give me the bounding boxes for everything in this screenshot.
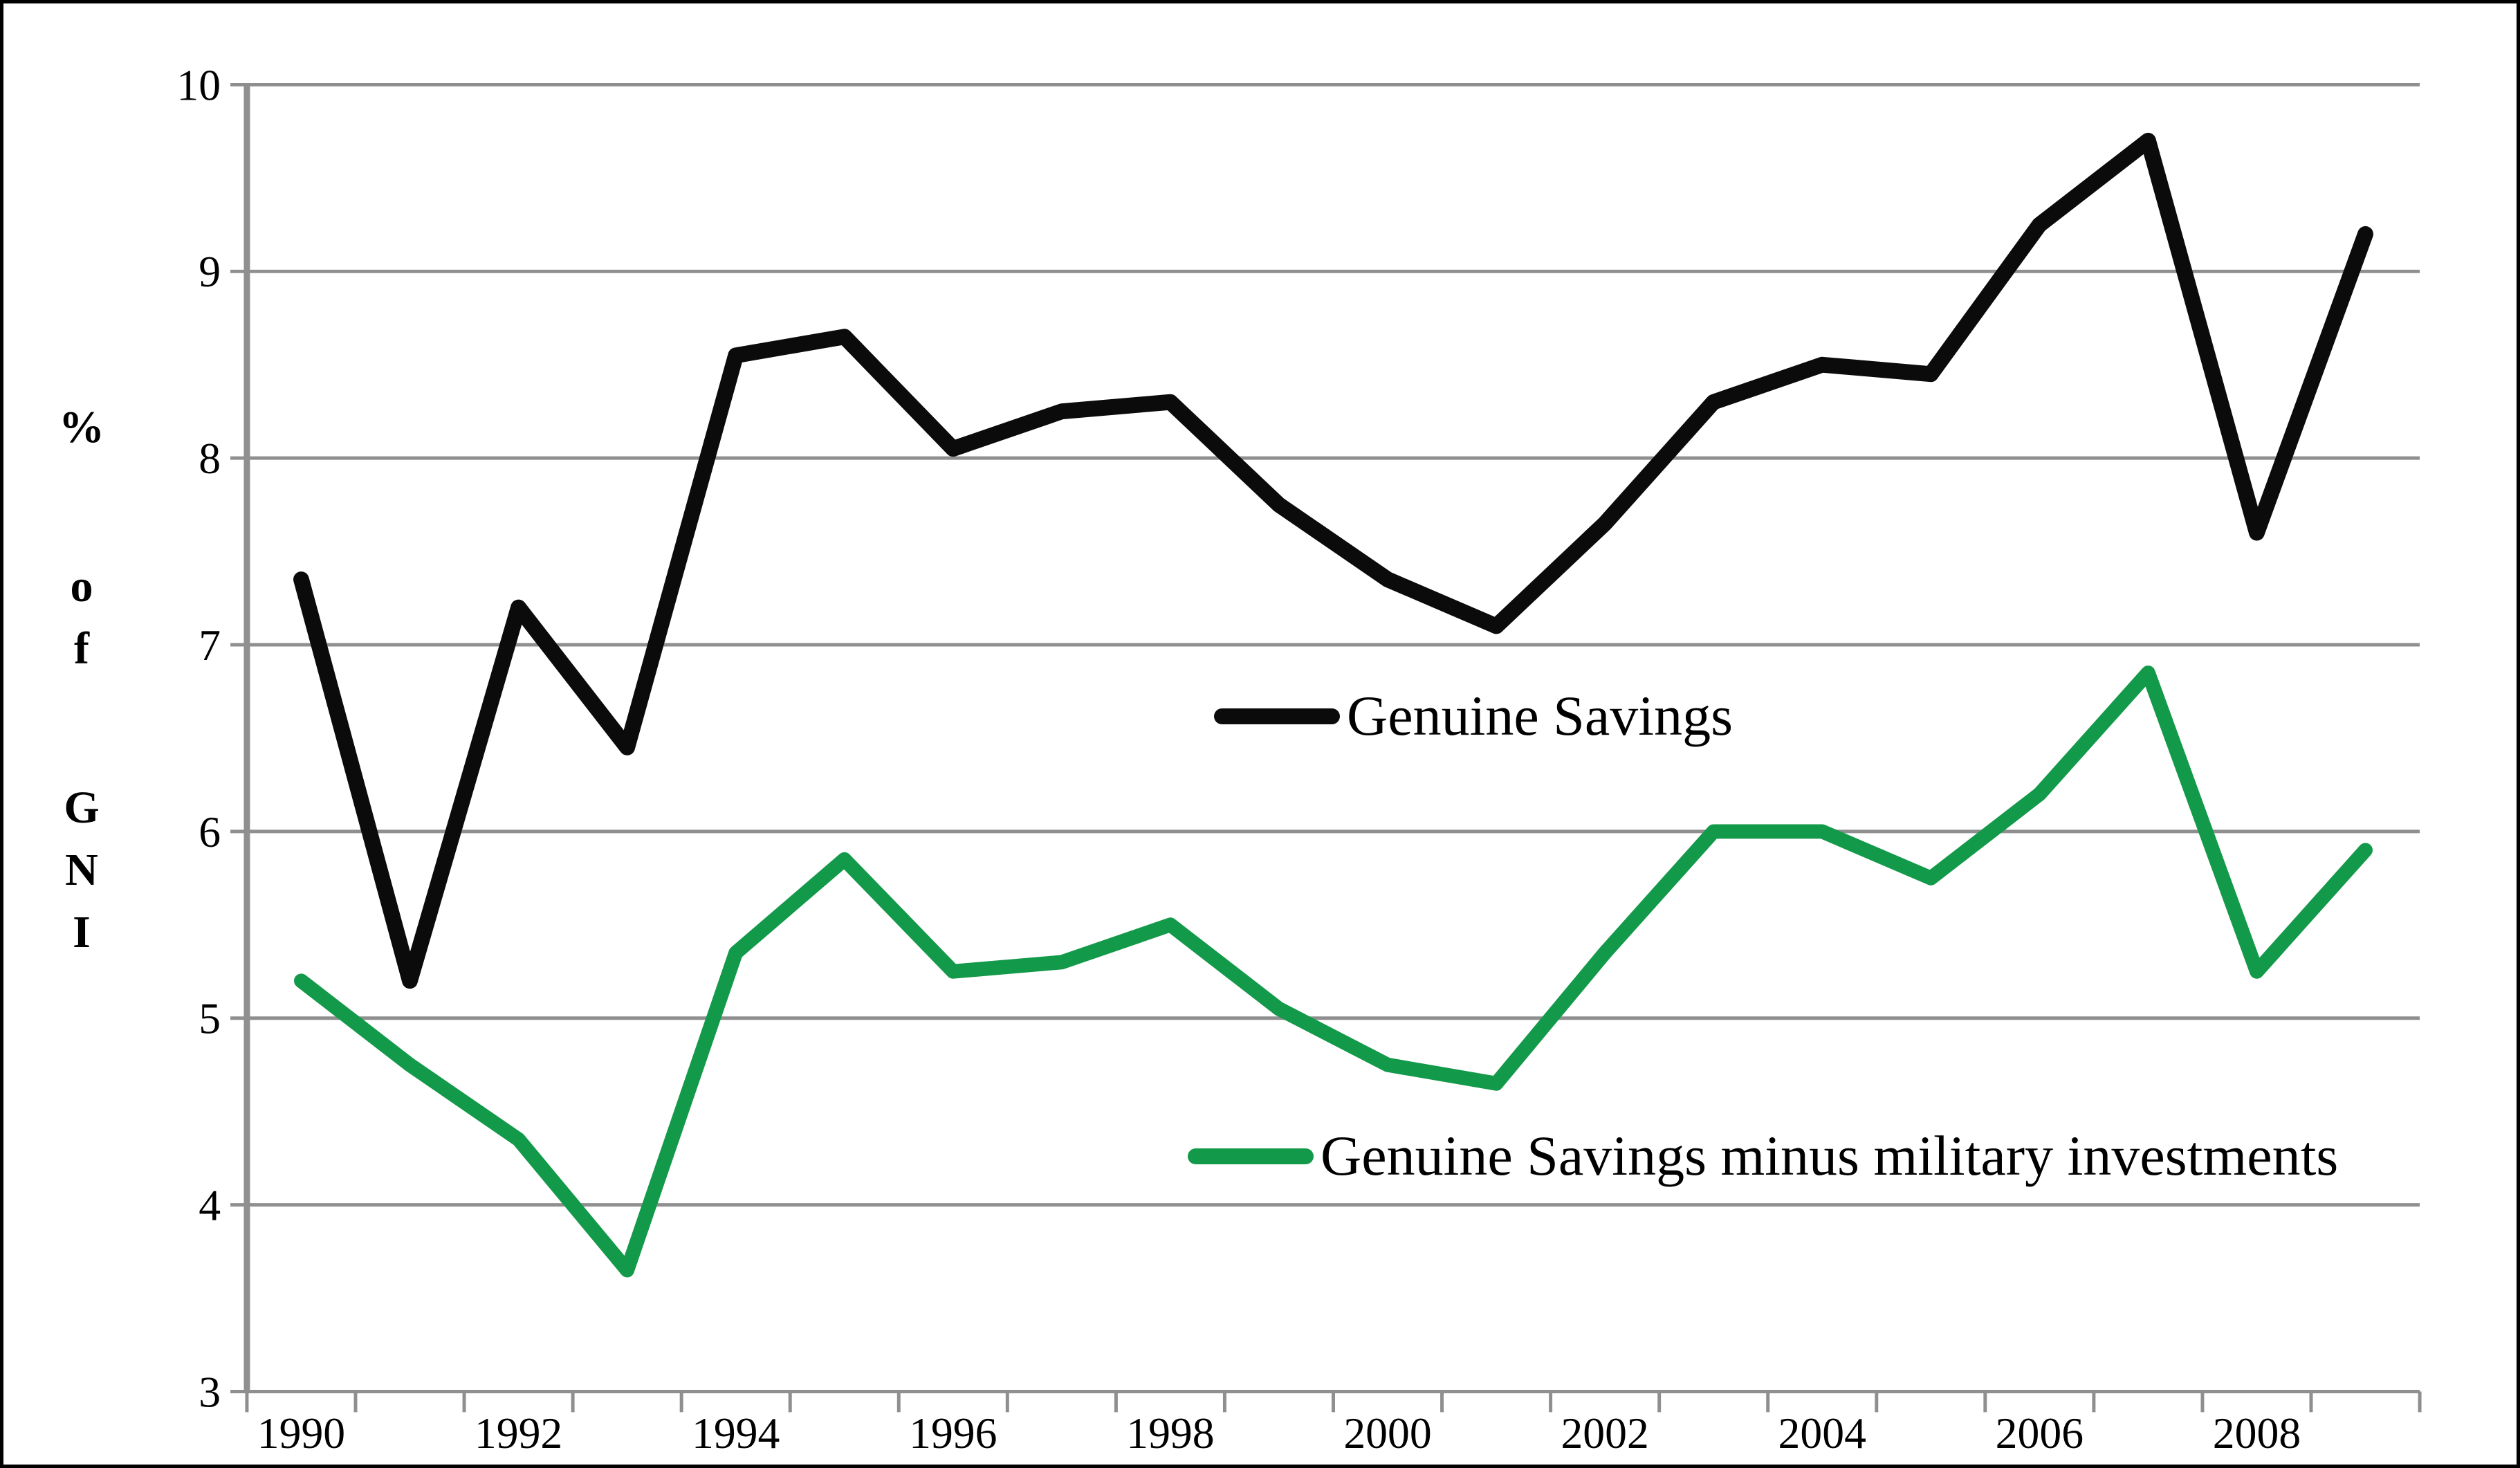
y-axis-title-char: f [74, 623, 89, 674]
y-axis-title: % o f G N I [37, 396, 127, 964]
legend-swatch-green-line [1188, 1148, 1314, 1164]
legend-label: Genuine Savings minus military investmen… [1321, 1124, 2339, 1187]
svg-text:1990: 1990 [257, 1409, 345, 1458]
svg-text:2006: 2006 [1996, 1409, 2084, 1458]
legend-swatch-black-line [1214, 708, 1340, 724]
y-axis-title-char: o [70, 561, 93, 612]
svg-text:2008: 2008 [2213, 1409, 2301, 1458]
legend-genuine-savings-minus-military: Genuine Savings minus military investmen… [1188, 1124, 2338, 1188]
svg-text:8: 8 [199, 434, 221, 483]
series-line-1 [294, 666, 2373, 1278]
line-chart: 3 4 5 6 7 8 9 10 1990 1992 1994 1996 1998 2000 2002 200… [176, 60, 2422, 1458]
y-axis-title-char: N [65, 845, 98, 895]
y-axis-title-char: % [59, 402, 104, 452]
svg-text:3: 3 [199, 1367, 221, 1416]
x-axis-ticks [245, 1391, 2422, 1413]
gridlines [230, 82, 2420, 1393]
svg-text:9: 9 [199, 247, 221, 296]
svg-text:6: 6 [199, 807, 221, 856]
svg-text:2004: 2004 [1778, 1409, 1866, 1458]
svg-text:4: 4 [199, 1181, 221, 1230]
svg-text:1992: 1992 [475, 1409, 562, 1458]
y-axis-title-char: G [64, 782, 100, 833]
svg-text:7: 7 [199, 621, 221, 670]
y-axis-title-char: I [73, 907, 91, 957]
legend-label: Genuine Savings [1347, 684, 1733, 747]
svg-text:1998: 1998 [1126, 1409, 1214, 1458]
x-axis-tick-labels: 1990 1992 1994 1996 1998 2000 2002 2004 2006 2008 [257, 1409, 2301, 1458]
series-line-0 [293, 132, 2373, 989]
svg-text:5: 5 [199, 994, 221, 1043]
y-axis-tick-labels: 3 4 5 6 7 8 9 10 [176, 60, 221, 1416]
svg-text:2000: 2000 [1343, 1409, 1431, 1458]
svg-text:10: 10 [176, 60, 221, 109]
svg-text:1994: 1994 [692, 1409, 780, 1458]
svg-text:2002: 2002 [1561, 1409, 1648, 1458]
svg-text:1996: 1996 [909, 1409, 997, 1458]
legend-genuine-savings: Genuine Savings [1214, 684, 1733, 748]
